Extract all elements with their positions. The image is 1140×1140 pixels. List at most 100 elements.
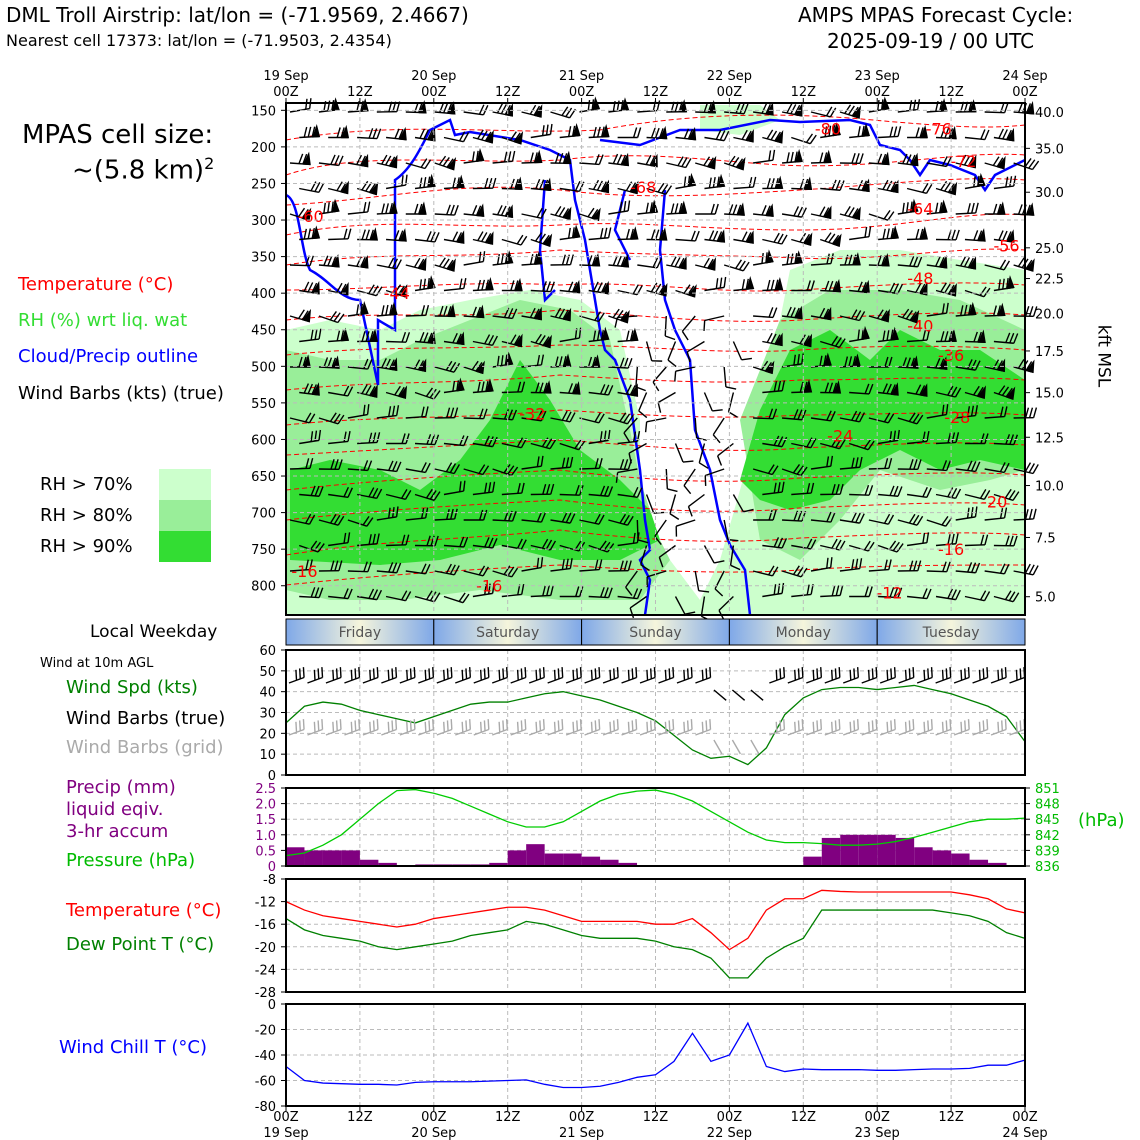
wind-barb — [625, 570, 638, 596]
barb-feather — [716, 455, 723, 466]
barb-feather — [335, 720, 338, 731]
barb-flag — [312, 225, 321, 240]
barb-feather — [538, 335, 546, 345]
barb-feather — [541, 538, 549, 549]
barb-flag — [803, 232, 813, 246]
barb-feather — [419, 128, 426, 139]
barb-flag — [852, 252, 861, 266]
barb-feather — [561, 719, 564, 730]
barb-feather — [977, 175, 980, 187]
wind-barb — [415, 535, 439, 547]
barb-shaft — [868, 467, 889, 470]
barb-feather — [484, 334, 491, 345]
wind-barb — [289, 255, 314, 267]
barb-feather — [401, 534, 406, 546]
barb-feather — [855, 411, 862, 422]
barb-feather — [683, 485, 692, 495]
barb-flag — [562, 206, 572, 221]
barb-feather — [568, 383, 574, 394]
barb-feather — [569, 513, 576, 524]
barb-feather — [424, 564, 431, 575]
barb-feather — [781, 436, 788, 447]
precip-label-3: 3-hr accum — [66, 821, 169, 842]
barb-shaft — [621, 728, 637, 736]
barb-feather — [385, 304, 389, 316]
wind-barb — [414, 330, 436, 345]
wind-barb — [781, 464, 808, 477]
barb-feather — [592, 126, 597, 138]
barb-feather — [882, 228, 886, 240]
barb-feather — [786, 103, 793, 114]
barb-feather — [793, 206, 800, 217]
barb-feather — [919, 228, 924, 240]
barb-feather — [520, 438, 528, 448]
barb-feather — [761, 205, 767, 216]
barb-feather — [477, 129, 484, 140]
wind-barb — [810, 410, 836, 422]
barb-feather — [619, 412, 627, 422]
barb-feather — [715, 278, 719, 289]
barb-feather — [607, 587, 613, 598]
barb-feather — [742, 261, 750, 272]
barb-feather — [459, 536, 465, 547]
barb-feather — [999, 563, 1006, 574]
legend-rh70-swatch — [159, 469, 211, 500]
barb-feather — [443, 102, 449, 114]
barb-feather — [940, 180, 948, 191]
barb-feather — [909, 459, 914, 470]
barb-feather — [859, 456, 863, 468]
barb-feather — [638, 410, 648, 419]
barb-feather — [363, 358, 369, 369]
precip-bar — [932, 850, 952, 866]
cycle-date: 2025-09-19 / 00 UTC — [827, 29, 1035, 53]
barb-feather — [452, 380, 456, 392]
barb-feather — [619, 357, 625, 368]
wind-barb — [878, 282, 904, 295]
barb-feather — [539, 382, 544, 393]
barb-feather — [864, 226, 868, 238]
barb-feather — [629, 607, 635, 619]
wind-barb — [357, 588, 383, 601]
barb-shaft — [935, 676, 951, 684]
wind-barb — [820, 538, 846, 551]
barb-flag — [707, 155, 717, 170]
precip-bar — [803, 856, 822, 866]
barb-feather — [310, 587, 316, 598]
barb-feather — [511, 510, 517, 522]
wind-barb — [472, 276, 494, 292]
barb-feather — [1003, 564, 1010, 575]
wind-barb — [843, 667, 859, 684]
wind-barb — [547, 667, 564, 684]
barb-feather — [810, 539, 817, 550]
barb-feather — [469, 667, 472, 678]
barb-feather — [939, 202, 943, 213]
panel-y-tick-label: 20 — [259, 727, 276, 742]
wind-barb — [405, 257, 427, 271]
barb-feather — [550, 585, 554, 596]
barb-feather — [652, 257, 659, 268]
barb-feather — [781, 380, 786, 391]
barb-flag — [360, 255, 369, 269]
wind-barb — [810, 455, 834, 470]
barb-feather — [942, 460, 948, 471]
wind-barb — [762, 435, 788, 448]
barb-feather — [646, 576, 648, 588]
barb-feather — [533, 253, 538, 265]
barb-feather — [619, 459, 625, 470]
barb-feather — [960, 721, 963, 733]
isotherm — [285, 439, 1026, 456]
wind-barb — [434, 303, 456, 318]
barb-feather — [463, 435, 469, 446]
barb-feather — [853, 668, 856, 679]
barb-feather — [303, 228, 308, 240]
barb-feather — [893, 283, 900, 294]
barb-feather — [853, 720, 856, 731]
wind-barb — [405, 406, 429, 419]
barb-feather — [703, 320, 706, 331]
wind-barb — [935, 588, 961, 601]
barb-feather — [867, 440, 875, 451]
barb-feather — [354, 668, 357, 679]
barb-flag — [1006, 229, 1015, 243]
barb-feather — [967, 719, 970, 730]
wind-barb — [868, 151, 890, 166]
